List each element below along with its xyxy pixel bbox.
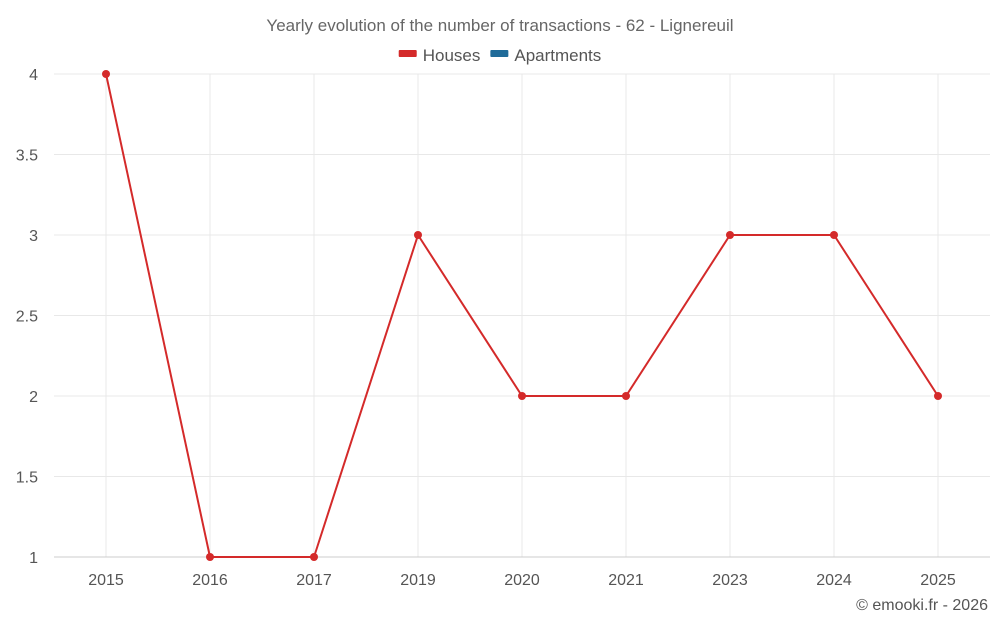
x-tick-label: 2020 bbox=[504, 572, 540, 589]
y-tick-label: 4 bbox=[29, 67, 38, 84]
chart-title: Yearly evolution of the number of transa… bbox=[266, 16, 733, 35]
houses-data-point bbox=[310, 553, 318, 561]
houses-data-point bbox=[726, 231, 734, 239]
x-tick-label: 2025 bbox=[920, 572, 956, 589]
y-tick-label: 1.5 bbox=[16, 470, 38, 487]
y-axis-ticks: 1 1.5 2 2.5 3 3.5 4 bbox=[16, 67, 38, 567]
x-tick-label: 2023 bbox=[712, 572, 748, 589]
credit-text: © emooki.fr - 2026 bbox=[856, 597, 988, 614]
houses-data-point bbox=[622, 392, 630, 400]
y-tick-label: 2 bbox=[29, 389, 38, 406]
houses-data-point bbox=[206, 553, 214, 561]
x-tick-label: 2024 bbox=[816, 572, 852, 589]
x-tick-label: 2016 bbox=[192, 572, 228, 589]
x-tick-label: 2015 bbox=[88, 572, 124, 589]
houses-data-point bbox=[934, 392, 942, 400]
legend-label: Apartments bbox=[514, 46, 601, 65]
legend-swatch bbox=[398, 50, 417, 57]
legend-item-apartments: Apartments bbox=[490, 46, 601, 65]
houses-data-point bbox=[830, 231, 838, 239]
houses-data-point bbox=[102, 70, 110, 78]
y-tick-label: 3.5 bbox=[16, 148, 38, 165]
legend-swatch bbox=[490, 50, 509, 57]
x-tick-label: 2019 bbox=[400, 572, 436, 589]
series-layer bbox=[102, 70, 942, 561]
x-gridlines bbox=[105, 74, 939, 557]
y-tick-label: 2.5 bbox=[16, 309, 38, 326]
houses-data-point bbox=[414, 231, 422, 239]
y-tick-label: 3 bbox=[29, 228, 38, 245]
x-tick-label: 2017 bbox=[296, 572, 332, 589]
legend: Houses Apartments bbox=[398, 46, 601, 65]
legend-label: Houses bbox=[423, 46, 481, 65]
x-axis-ticks: 2015 2016 2017 2019 2020 2021 2023 2024 2025 bbox=[88, 572, 956, 589]
y-tick-label: 1 bbox=[29, 550, 38, 567]
x-tick-label: 2021 bbox=[608, 572, 644, 589]
houses-data-point bbox=[518, 392, 526, 400]
legend-item-houses: Houses bbox=[398, 46, 481, 65]
